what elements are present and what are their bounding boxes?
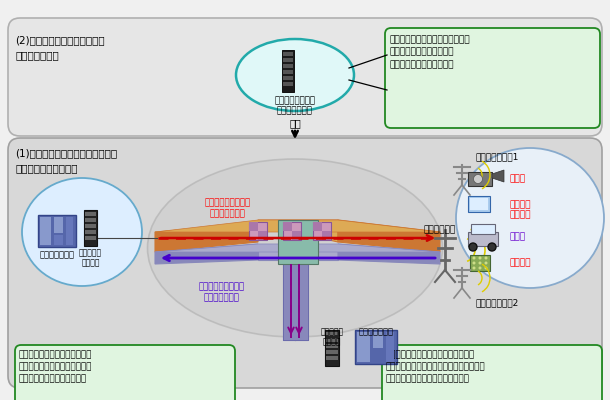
Bar (249, 222, 267, 240)
Bar (84, 210, 97, 246)
Circle shape (478, 256, 481, 260)
Circle shape (484, 266, 487, 270)
Bar (357, 332, 370, 362)
Text: (1)仳想ネットワークの通信容量を
最適に割り当てる技術: (1)仳想ネットワークの通信容量を 最適に割り当てる技術 (15, 148, 117, 173)
Bar (470, 255, 490, 271)
FancyBboxPatch shape (15, 345, 235, 400)
Bar (325, 330, 339, 366)
Bar (471, 224, 495, 234)
FancyBboxPatch shape (385, 28, 600, 128)
Ellipse shape (22, 178, 142, 286)
Circle shape (484, 262, 487, 264)
Circle shape (473, 174, 483, 184)
Bar (85, 224, 96, 228)
Text: スマート
デバイス: スマート デバイス (510, 200, 531, 219)
Polygon shape (338, 244, 440, 264)
Bar (326, 356, 338, 360)
Bar (283, 76, 293, 80)
Bar (54, 217, 63, 233)
Text: データセンタ１: データセンタ１ (40, 250, 74, 259)
Text: 制御: 制御 (289, 118, 301, 128)
Text: データ同期
システム: データ同期 システム (79, 248, 102, 267)
Text: 無線アクセス網2: 無線アクセス網2 (475, 298, 518, 307)
Bar (85, 230, 96, 234)
Bar (282, 50, 294, 92)
Polygon shape (155, 224, 258, 252)
Bar (313, 222, 322, 231)
Bar (85, 218, 96, 222)
Text: 仳想ネットワーク２
（高速な通信）: 仳想ネットワーク２ （高速な通信） (199, 282, 245, 302)
Bar (283, 52, 293, 56)
Bar (283, 222, 301, 240)
Text: 仳想ネットワーク１
（低速な通信）: 仳想ネットワーク１ （低速な通信） (205, 198, 251, 218)
Bar (249, 222, 258, 231)
Polygon shape (283, 242, 308, 340)
Bar (66, 217, 73, 245)
Ellipse shape (148, 159, 442, 337)
Ellipse shape (236, 39, 354, 111)
Circle shape (469, 243, 477, 251)
FancyBboxPatch shape (8, 138, 602, 388)
Text: 仳想ネットワーク
最適化システム: 仳想ネットワーク 最適化システム (274, 96, 315, 115)
FancyBboxPatch shape (8, 18, 602, 136)
Text: 無線アクセス網1: 無線アクセス網1 (475, 152, 518, 161)
Bar (386, 332, 394, 362)
Bar (468, 232, 498, 246)
Bar (283, 70, 293, 74)
Polygon shape (258, 244, 338, 260)
Bar (470, 198, 488, 210)
Bar (373, 332, 383, 348)
Bar (283, 82, 293, 86)
Bar (326, 350, 338, 354)
Text: 無線アクセス網の通信速度の変動に応
じて、無線アクセス網と仳想ネットワーク
の組み合わせを動的に選択する技術: 無線アクセス網の通信速度の変動に応 じて、無線アクセス網と仳想ネットワーク の組… (386, 350, 486, 383)
Text: データ同期
システム: データ同期 システム (320, 327, 343, 346)
Ellipse shape (456, 148, 604, 288)
Polygon shape (278, 220, 318, 264)
Polygon shape (492, 170, 504, 182)
Circle shape (473, 266, 476, 270)
Circle shape (473, 256, 476, 260)
Polygon shape (258, 220, 338, 242)
FancyBboxPatch shape (382, 345, 602, 400)
Bar (85, 236, 96, 240)
Bar (326, 338, 338, 342)
Text: ゲートウェイ: ゲートウェイ (424, 225, 456, 234)
Circle shape (473, 262, 476, 264)
Circle shape (488, 243, 496, 251)
Polygon shape (155, 244, 440, 252)
Bar (292, 231, 301, 240)
Text: (2)仳想ネットワークの経路を
最適化する技術: (2)仳想ネットワークの経路を 最適化する技術 (15, 35, 105, 60)
Bar (283, 58, 293, 62)
Bar (283, 222, 292, 231)
Polygon shape (155, 220, 440, 232)
Text: 自動車: 自動車 (510, 232, 526, 242)
Polygon shape (155, 244, 258, 264)
Text: データセンタ間に発生する通信
データ量の変動に応じて、通信
容量を動的に割り当てる技術: データセンタ間に発生する通信 データ量の変動に応じて、通信 容量を動的に割り当て… (19, 350, 93, 383)
Bar (40, 217, 51, 245)
Bar (355, 330, 397, 364)
Circle shape (478, 262, 481, 264)
Bar (468, 172, 492, 186)
Bar (313, 222, 331, 240)
Bar (85, 212, 96, 216)
Polygon shape (283, 242, 308, 340)
Polygon shape (338, 220, 440, 252)
Circle shape (484, 256, 487, 260)
Bar (54, 235, 63, 245)
Bar (326, 332, 338, 336)
Text: データセンタ２: データセンタ２ (359, 327, 393, 336)
Text: センサー: センサー (510, 258, 531, 268)
Bar (258, 231, 267, 240)
Bar (326, 344, 338, 348)
Bar (322, 231, 331, 240)
Bar (38, 215, 76, 247)
Text: ・最適な通信経路を設定する技術
・通信品質卒化の情報から
　原因箇所を特定する技術: ・最適な通信経路を設定する技術 ・通信品質卒化の情報から 原因箇所を特定する技術 (390, 35, 471, 69)
Circle shape (478, 266, 481, 270)
Bar (283, 64, 293, 68)
Bar (468, 196, 490, 212)
Text: カメラ: カメラ (510, 174, 526, 184)
